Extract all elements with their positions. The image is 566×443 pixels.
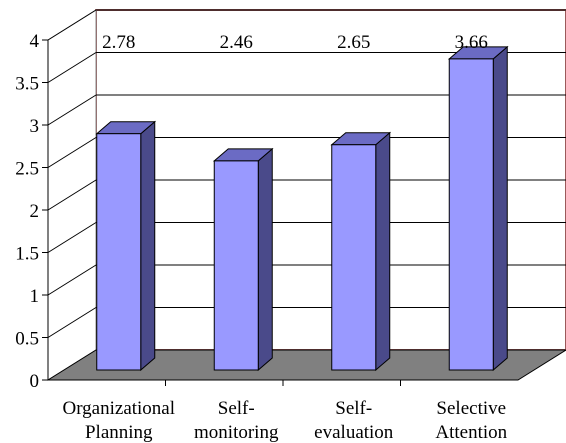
bar bbox=[213, 160, 259, 371]
gridline-side bbox=[47, 264, 97, 296]
y-tick-label: 0 bbox=[30, 371, 40, 392]
gridline-side bbox=[47, 137, 97, 168]
y-tick-label: 1 bbox=[30, 286, 40, 307]
gridline-side bbox=[47, 94, 97, 126]
data-label: 2.65 bbox=[337, 32, 370, 53]
category-label-line: evaluation bbox=[314, 422, 394, 443]
bar-side bbox=[492, 45, 508, 372]
gridline-side bbox=[47, 307, 97, 338]
y-tick-label: 3 bbox=[30, 116, 40, 137]
y-axis-ticks: 0 0.5 1 1.5 2 2.5 3 3.5 4 bbox=[15, 31, 48, 392]
category-label-line: Self- bbox=[218, 398, 255, 419]
bar-side bbox=[140, 120, 156, 372]
category-label-line: Selective bbox=[436, 398, 506, 419]
gridline-side bbox=[47, 9, 97, 41]
category-label-line: Organizational bbox=[62, 398, 175, 419]
y-tick-label: 2 bbox=[30, 201, 40, 222]
data-labels: 2.78 2.46 2.65 3.66 bbox=[102, 32, 488, 53]
category-label-line: monitoring bbox=[194, 422, 279, 443]
bar bbox=[331, 144, 377, 371]
bar-side bbox=[257, 147, 273, 372]
gridline-side bbox=[47, 52, 97, 83]
y-tick-label: 4 bbox=[30, 31, 40, 52]
y-tick-label: 3.5 bbox=[15, 74, 39, 95]
bars bbox=[95, 45, 509, 372]
data-label: 2.46 bbox=[220, 32, 253, 53]
bar bbox=[96, 133, 142, 371]
bar-side bbox=[375, 131, 391, 372]
y-tick-label: 1.5 bbox=[15, 244, 39, 265]
gridline-side bbox=[47, 222, 97, 253]
category-label: Self-evaluation bbox=[314, 398, 394, 443]
gridline-side bbox=[47, 179, 97, 211]
category-label: Self-monitoring bbox=[194, 398, 279, 443]
category-label-line: Planning bbox=[85, 422, 153, 443]
category-label: Organizational Planning bbox=[62, 398, 175, 443]
category-label-line: Attention bbox=[435, 422, 507, 443]
category-labels: Organizational PlanningSelf-monitoringSel… bbox=[62, 398, 507, 443]
y-tick-label: 2.5 bbox=[15, 159, 39, 180]
data-label: 2.78 bbox=[102, 32, 135, 53]
category-label-line: Self- bbox=[335, 398, 372, 419]
category-label: Selective Attention bbox=[435, 398, 507, 443]
y-tick-label: 0.5 bbox=[15, 329, 39, 350]
data-label: 3.66 bbox=[455, 32, 488, 53]
bar bbox=[448, 58, 494, 371]
